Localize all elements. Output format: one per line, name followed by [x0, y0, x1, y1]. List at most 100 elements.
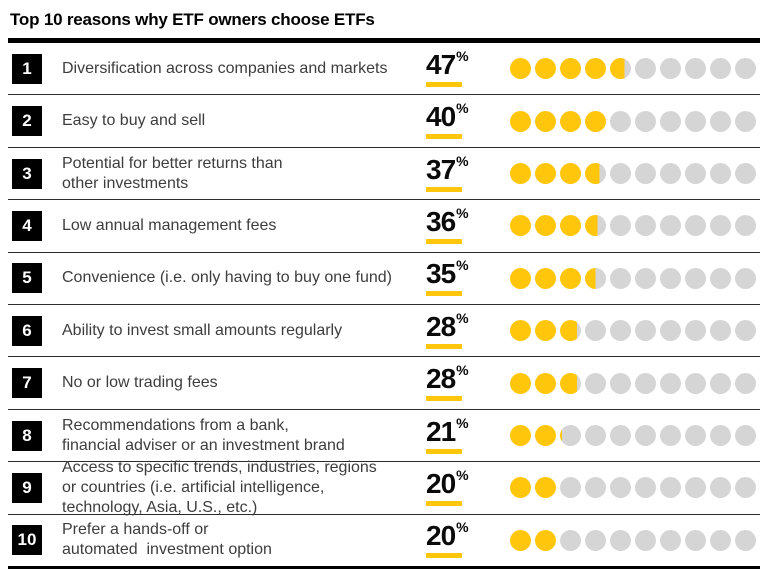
rating-dot	[685, 267, 706, 289]
rating-dot	[560, 110, 581, 132]
rank-badge: 7	[12, 368, 42, 399]
rating-dot	[660, 372, 681, 394]
reason-row: 4 Low annual management fees 36 %	[8, 200, 760, 253]
rating-dot	[585, 110, 606, 132]
rating-dot	[560, 320, 581, 342]
rating-dot	[710, 110, 731, 132]
rating-dot	[685, 372, 706, 394]
reason-label: Access to specific trends, industries, r…	[62, 458, 377, 516]
percent-sign: %	[456, 309, 469, 326]
dot-rating	[510, 529, 760, 551]
title-divider	[8, 38, 760, 43]
rating-dot	[685, 58, 706, 80]
rating-dot	[535, 372, 556, 394]
reason-label: Convenience (i.e. only having to buy one…	[62, 269, 392, 287]
rating-dot	[610, 215, 631, 237]
percent-underline	[426, 553, 462, 559]
rating-dot	[610, 477, 631, 499]
rating-dot	[560, 163, 581, 185]
percent-sign: %	[456, 152, 469, 169]
percent-block: 35 %	[426, 257, 502, 297]
rating-dot	[710, 267, 731, 289]
percent-underline	[426, 186, 462, 192]
rating-dot	[585, 477, 606, 499]
reason-label: Low annual management fees	[62, 216, 277, 234]
reason-row: 2 Easy to buy and sell 40 %	[8, 95, 760, 148]
rating-dot	[510, 163, 531, 185]
rating-dot	[660, 425, 681, 447]
rating-dot	[535, 58, 556, 80]
rating-dot	[660, 110, 681, 132]
rating-dot	[635, 58, 656, 80]
rating-dot	[635, 163, 656, 185]
percent-value: 35	[426, 258, 456, 290]
rank-badge: 4	[12, 210, 42, 241]
rating-dot	[635, 477, 656, 499]
rating-dot	[635, 320, 656, 342]
rating-dot	[510, 425, 531, 447]
dot-rating	[510, 372, 760, 394]
percent-value: 36	[426, 205, 456, 237]
reason-label: No or low trading fees	[62, 374, 218, 392]
percent-block: 21 %	[426, 416, 502, 454]
rating-dot	[685, 529, 706, 551]
dot-rating	[510, 215, 760, 237]
rank-badge: 1	[12, 53, 42, 84]
percent-value: 40	[426, 101, 456, 133]
percent-block: 28 %	[426, 363, 502, 402]
rating-dot	[610, 58, 631, 80]
rating-dot	[735, 267, 756, 289]
rating-dot	[610, 425, 631, 447]
percent-block: 37 %	[426, 152, 502, 192]
rating-dot	[685, 320, 706, 342]
rating-dot	[735, 425, 756, 447]
rating-dot	[710, 477, 731, 499]
percent-value: 20	[426, 467, 456, 499]
reason-label: Potential for better returns than other …	[62, 154, 283, 192]
rating-dot	[735, 477, 756, 499]
rating-dot	[635, 372, 656, 394]
percent-underline	[426, 448, 462, 454]
percent-underline	[426, 500, 462, 506]
rating-dot	[635, 215, 656, 237]
percent-sign: %	[456, 257, 469, 274]
rating-dot	[660, 215, 681, 237]
rating-dot	[610, 320, 631, 342]
rating-dot	[560, 529, 581, 551]
rating-dot	[560, 372, 581, 394]
reason-row: 10 Prefer a hands-off or automated inves…	[8, 515, 760, 566]
percent-value: 28	[426, 363, 456, 395]
percent-block: 36 %	[426, 205, 502, 244]
rating-dot	[585, 529, 606, 551]
rating-dot	[585, 267, 606, 289]
rating-dot	[635, 425, 656, 447]
percent-underline	[426, 238, 462, 244]
rating-dot	[610, 110, 631, 132]
rating-dot	[685, 163, 706, 185]
rating-dot	[510, 267, 531, 289]
rating-dot	[535, 425, 556, 447]
rating-dot	[585, 425, 606, 447]
percent-block: 20 %	[426, 467, 502, 506]
rating-dot	[535, 477, 556, 499]
percent-block: 47 %	[426, 49, 502, 87]
rating-dot	[710, 215, 731, 237]
rating-dot	[585, 163, 606, 185]
rating-dot	[560, 267, 581, 289]
percent-underline	[426, 396, 462, 402]
reason-label: Diversification across companies and mar…	[62, 59, 388, 77]
rank-badge: 9	[12, 472, 42, 503]
percent-block: 28 %	[426, 309, 502, 349]
rank-badge: 6	[12, 315, 42, 346]
rating-dot	[585, 58, 606, 80]
rating-dot	[685, 425, 706, 447]
rating-dot	[510, 477, 531, 499]
percent-value: 28	[426, 310, 456, 342]
rating-dot	[660, 529, 681, 551]
rating-dot	[510, 372, 531, 394]
reason-row: 9 Access to specific trends, industries,…	[8, 459, 760, 516]
dot-rating	[510, 163, 760, 185]
reason-row: 7 No or low trading fees 28 %	[8, 357, 760, 410]
rating-dot	[585, 320, 606, 342]
